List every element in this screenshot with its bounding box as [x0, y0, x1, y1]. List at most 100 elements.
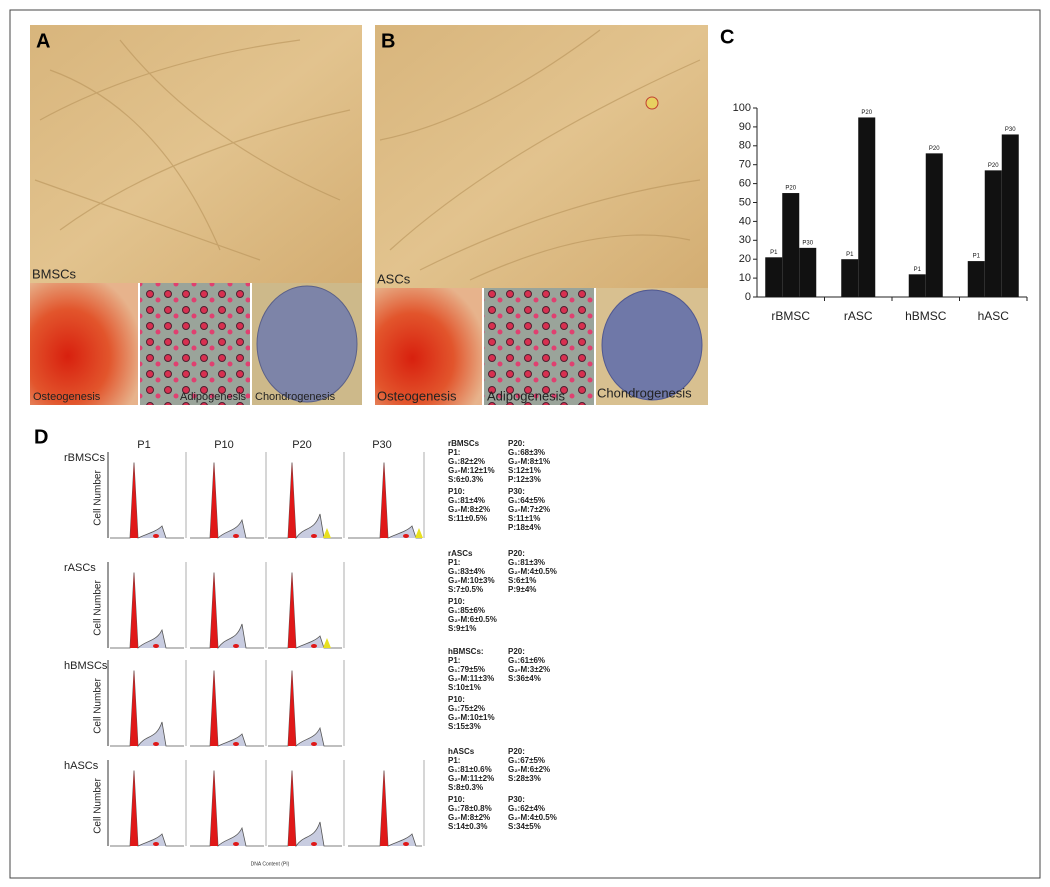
bar — [799, 247, 817, 297]
stats-line: G₁:79±5% — [448, 665, 485, 674]
bar-label: P30 — [802, 240, 813, 246]
tile-caption: Osteogenesis — [33, 391, 101, 403]
g1-peak — [130, 770, 138, 846]
stats-line: G₁:81±3% — [508, 558, 545, 567]
stats-line: G₂-M:10±3% — [448, 576, 495, 585]
column-label: P20 — [292, 439, 312, 451]
g2-peak — [403, 842, 409, 846]
stats-heading: P20: — [508, 439, 525, 448]
stats-line: G₂-M:10±1% — [448, 713, 495, 722]
y-tick-label: 10 — [739, 272, 751, 284]
stats-line: G₁:82±2% — [448, 457, 485, 466]
stats-heading: P10: — [448, 487, 465, 496]
stats-line: G₂-M:4±0.5% — [508, 813, 557, 822]
bar-label: P20 — [861, 110, 872, 116]
y-tick-label: 70 — [739, 159, 751, 171]
g1-peak — [380, 462, 388, 538]
stats-line: G₂-M:7±2% — [508, 505, 550, 514]
x-tick-label: hBMSC — [905, 309, 947, 323]
row-label: rASCs — [64, 562, 96, 574]
g2-peak — [233, 742, 239, 746]
bar — [782, 193, 800, 297]
polyploid — [415, 528, 423, 538]
histogram-outline — [190, 670, 264, 747]
stats-line: G₂-M:12±1% — [448, 466, 495, 475]
stats-line: S:9±1% — [448, 624, 476, 633]
stats-heading: P20: — [508, 747, 525, 756]
stats-line: S:6±0.3% — [448, 475, 483, 484]
stats-line: S:6±1% — [508, 576, 536, 585]
g2-peak — [311, 742, 317, 746]
stats-line: G₁:61±6% — [508, 656, 545, 665]
bar-label: P20 — [785, 186, 796, 192]
adipogenesis-tile — [140, 283, 250, 405]
g2-peak — [233, 534, 239, 538]
row-label: hBMSCs — [64, 660, 108, 672]
stats-line: S:36±4% — [508, 674, 541, 683]
histogram-outline — [190, 572, 264, 650]
histogram-outline — [190, 462, 264, 539]
stats-line: G₂-M:4±0.5% — [508, 567, 557, 576]
pellet — [601, 289, 703, 401]
stats-line: G₁:75±2% — [448, 704, 485, 713]
g1-peak — [288, 572, 296, 648]
panel-label: D — [34, 426, 48, 448]
stats-heading: P10: — [448, 597, 465, 606]
histogram-outline — [110, 462, 184, 539]
g2-peak — [153, 534, 159, 538]
stats-line: P:9±4% — [508, 585, 536, 594]
x-tick-label: hASC — [978, 309, 1010, 323]
stats-line: G₁:78±0.8% — [448, 804, 492, 813]
stats-line: S:11±1% — [508, 514, 540, 523]
bar-label: P30 — [1005, 127, 1016, 133]
stats-title: rASCs — [448, 549, 473, 558]
row-label: rBMSCs — [64, 452, 105, 464]
g1-peak — [288, 462, 296, 538]
bar-label: P20 — [929, 146, 940, 152]
stats-heading: P1: — [448, 656, 460, 665]
stats-heading: P30: — [508, 795, 525, 804]
stats-line: G₁:81±4% — [448, 496, 485, 505]
y-tick-label: 40 — [739, 215, 751, 227]
bar — [858, 117, 876, 297]
cell — [645, 96, 659, 110]
stats-line: S:14±0.3% — [448, 822, 488, 831]
stats-line: G₂-M:3±2% — [508, 665, 550, 674]
y-axis-label: Cell Number — [93, 678, 104, 734]
stats-line: S:15±3% — [448, 722, 481, 731]
stats-line: G₁:64±5% — [508, 496, 545, 505]
stats-line: S:28±3% — [508, 774, 541, 783]
stats-title: hBMSCs: — [448, 647, 484, 656]
stats-line: P:18±4% — [508, 523, 541, 532]
bar-label: P20 — [988, 163, 999, 169]
stats-line: G₁:81±0.6% — [448, 765, 492, 774]
column-label: P30 — [372, 439, 392, 451]
y-tick-label: 0 — [745, 291, 751, 303]
bar — [765, 257, 783, 297]
bar-label: P1 — [846, 252, 854, 258]
tile-caption: Chondrogenesis — [597, 385, 692, 400]
column-label: P1 — [137, 439, 150, 451]
y-tick-label: 30 — [739, 234, 751, 246]
x-tick-label: rASC — [844, 309, 873, 323]
caption: BMSCs — [32, 266, 77, 281]
tile-caption: Adipogenesis — [487, 388, 566, 403]
stats-line: S:8±0.3% — [448, 783, 483, 792]
stats-heading: P1: — [448, 756, 460, 765]
bar-label: P1 — [973, 254, 981, 260]
stats-heading: P1: — [448, 448, 460, 457]
bar-label: P1 — [914, 267, 922, 273]
g1-peak — [210, 670, 218, 746]
micrograph — [30, 25, 362, 283]
x-tick-label: rBMSC — [771, 309, 810, 323]
bar — [1001, 134, 1019, 297]
stats-line: S:12±1% — [508, 466, 541, 475]
g2-peak — [153, 742, 159, 746]
tile-caption: Osteogenesis — [377, 388, 457, 403]
stats-heading: P10: — [448, 695, 465, 704]
g2-peak — [403, 534, 409, 538]
g1-peak — [288, 670, 296, 746]
stats-title: hASCs — [448, 747, 475, 756]
y-tick-label: 20 — [739, 253, 751, 265]
stats-line: G₂-M:8±2% — [448, 813, 490, 822]
